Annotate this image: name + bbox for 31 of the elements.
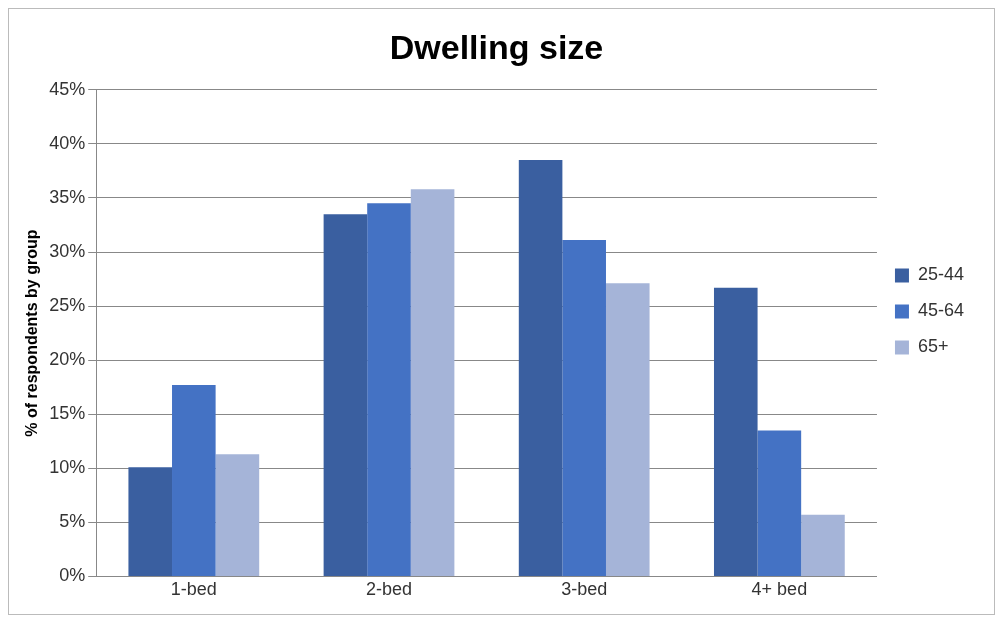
y-tick-label: 35%: [49, 186, 86, 207]
y-tick-label: 25%: [49, 295, 86, 316]
legend-label: 25-44: [917, 264, 965, 285]
y-tick-label: 20%: [49, 349, 86, 370]
y-axis-title: % of respondents by group: [23, 229, 41, 437]
y-tick-label: 10%: [49, 457, 86, 478]
legend-label: 45-64: [917, 300, 965, 321]
x-tick-label: 4+ bed: [751, 579, 808, 600]
bar: [518, 160, 563, 576]
bar: [562, 240, 606, 576]
chart-title: Dwelling size: [389, 27, 604, 66]
bar: [801, 514, 845, 576]
bar: [410, 189, 455, 576]
legend-label: 65+: [917, 336, 949, 357]
bar: [367, 203, 411, 576]
x-tick-label: 3-bed: [561, 579, 608, 600]
y-tick-label: 45%: [49, 78, 86, 99]
bar: [713, 287, 758, 576]
x-tick-label: 1-bed: [170, 579, 217, 600]
y-tick-label: 30%: [49, 240, 86, 261]
bar: [215, 454, 260, 576]
bar: [128, 467, 173, 576]
bar: [172, 385, 216, 576]
x-tick-label: 2-bed: [365, 579, 413, 600]
bar: [605, 283, 650, 576]
y-tick-label: 0%: [59, 565, 86, 586]
y-tick-label: 5%: [59, 511, 86, 532]
y-tick-label: 15%: [49, 403, 86, 424]
bar: [323, 214, 368, 576]
y-tick-label: 40%: [49, 132, 86, 153]
bar: [757, 430, 802, 576]
